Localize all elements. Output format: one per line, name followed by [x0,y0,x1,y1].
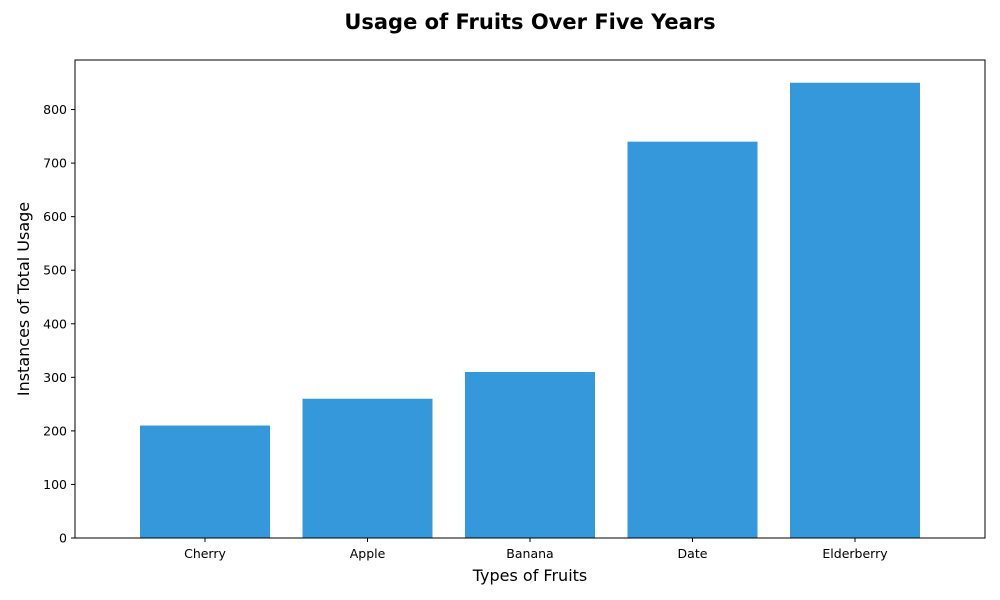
y-tick-label: 100 [43,477,67,492]
y-tick-label: 400 [43,316,67,331]
x-axis-label: Types of Fruits [472,566,588,585]
y-axis-ticks: 0 100 200 300 400 500 600 700 800 [43,102,75,546]
y-tick-label: 200 [43,423,67,438]
bar-elderberry [790,82,920,538]
chart-title: Usage of Fruits Over Five Years [344,10,716,34]
bar-date [627,141,758,539]
y-tick-label: 700 [43,156,67,171]
bar-banana [465,371,595,538]
bar-apple [302,398,433,538]
x-tick-label: Cherry [184,546,226,561]
y-axis-label: Instances of Total Usage [14,202,33,396]
x-axis-ticks: Cherry Apple Banana Date Elderberry [184,538,888,561]
x-tick-label: Apple [350,546,386,561]
x-tick-label: Date [678,546,708,561]
x-tick-label: Elderberry [822,546,888,561]
y-tick-label: 300 [43,370,67,385]
y-tick-label: 800 [43,102,67,117]
y-tick-label: 500 [43,263,67,278]
plot-area-frame [74,59,986,539]
x-tick-label: Banana [506,546,553,561]
y-tick-label: 600 [43,209,67,224]
y-tick-label: 0 [59,531,67,546]
bars-group [140,82,920,539]
bar-cherry [140,425,270,538]
